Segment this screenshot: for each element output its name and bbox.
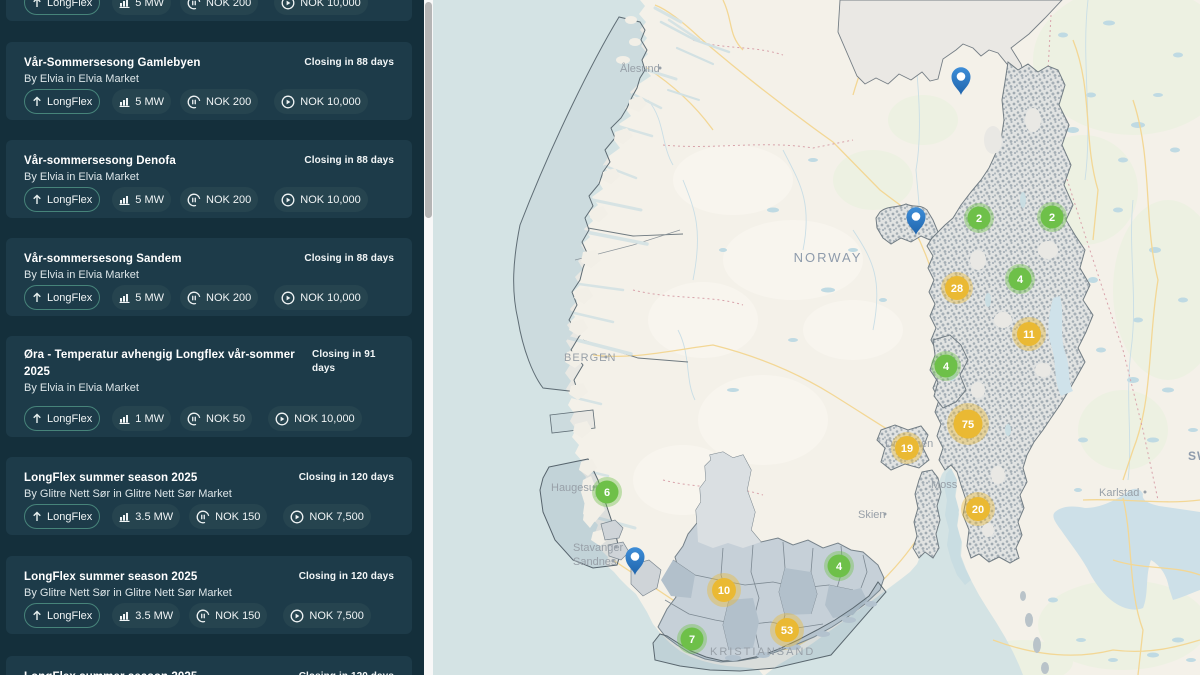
svg-text:Haugesund: Haugesund bbox=[551, 482, 607, 494]
svg-text:2: 2 bbox=[1049, 212, 1055, 224]
svg-text:Stavanger: Stavanger bbox=[573, 542, 623, 554]
svg-text:6: 6 bbox=[604, 487, 610, 499]
svg-text:20: 20 bbox=[972, 504, 984, 516]
svg-text:19: 19 bbox=[901, 443, 913, 455]
svg-text:7: 7 bbox=[689, 634, 695, 646]
svg-text:28: 28 bbox=[951, 283, 963, 295]
svg-text:Moss: Moss bbox=[931, 479, 958, 491]
svg-text:2: 2 bbox=[976, 213, 982, 225]
svg-text:SW: SW bbox=[1188, 449, 1200, 463]
svg-text:Karlstad: Karlstad bbox=[1099, 487, 1139, 499]
svg-text:10: 10 bbox=[718, 585, 730, 597]
svg-text:KRISTIANSAND: KRISTIANSAND bbox=[710, 646, 815, 658]
svg-text:53: 53 bbox=[781, 625, 793, 637]
svg-text:Sandnes: Sandnes bbox=[573, 556, 617, 568]
svg-text:4: 4 bbox=[943, 361, 950, 373]
svg-text:11: 11 bbox=[1023, 329, 1035, 341]
svg-text:4: 4 bbox=[1017, 274, 1024, 286]
svg-text:NORWAY: NORWAY bbox=[794, 250, 863, 265]
svg-text:4: 4 bbox=[836, 561, 843, 573]
svg-text:Skien: Skien bbox=[858, 509, 886, 521]
svg-text:75: 75 bbox=[962, 419, 974, 431]
svg-text:BERGEN: BERGEN bbox=[564, 352, 616, 364]
svg-text:Ålesund: Ålesund bbox=[620, 62, 660, 75]
